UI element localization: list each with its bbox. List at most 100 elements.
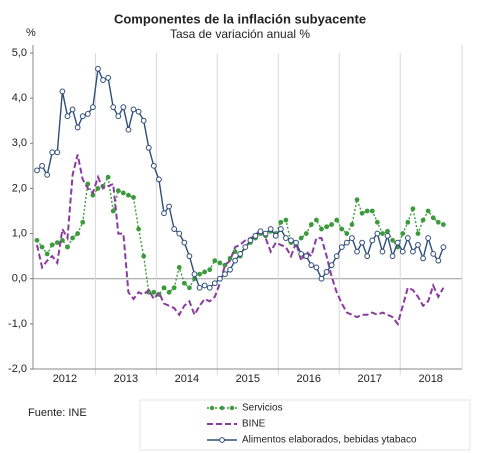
y-tick-label: 1,0 <box>12 227 27 239</box>
y-tick-label: 4,0 <box>12 92 27 104</box>
point <box>90 192 96 198</box>
point <box>120 190 126 196</box>
point <box>293 239 299 246</box>
point <box>136 226 142 232</box>
series-line <box>36 154 445 327</box>
point <box>201 282 208 289</box>
point <box>400 231 406 236</box>
point <box>191 271 198 278</box>
point <box>425 208 431 214</box>
point <box>415 231 421 236</box>
point <box>54 240 60 246</box>
point <box>364 253 371 260</box>
point <box>171 285 177 291</box>
point <box>404 235 411 241</box>
point <box>207 267 213 273</box>
point <box>140 117 147 124</box>
y-tick-label: 5,0 <box>12 47 27 59</box>
point <box>89 104 96 111</box>
x-tick-label: 2017 <box>357 373 381 385</box>
legend-box <box>139 399 471 451</box>
point <box>100 77 106 83</box>
point <box>135 108 142 115</box>
point <box>283 217 289 223</box>
point <box>334 217 340 223</box>
x-tick-label: 2016 <box>297 373 321 385</box>
point <box>161 210 167 217</box>
point <box>222 271 228 278</box>
point <box>278 219 284 225</box>
point <box>440 244 447 251</box>
point <box>303 253 310 260</box>
point <box>151 289 157 295</box>
point <box>389 253 396 260</box>
point <box>339 226 345 232</box>
point <box>364 208 370 214</box>
point <box>344 231 350 236</box>
point <box>369 237 376 244</box>
chart-subtitle: Tasa de variación anual % <box>170 27 310 41</box>
point <box>379 248 386 255</box>
point <box>384 232 391 239</box>
y-tick-label: 2,0 <box>12 182 27 194</box>
point <box>125 126 132 133</box>
point <box>303 231 309 236</box>
point <box>277 226 284 232</box>
point <box>211 280 218 287</box>
point <box>430 250 437 257</box>
point <box>430 215 436 221</box>
point <box>49 149 56 156</box>
legend-label: Alimentos elaborados, bebidas ytabaco <box>242 435 417 446</box>
legend-marker <box>219 405 225 411</box>
point <box>110 208 116 214</box>
legend-marker <box>219 437 225 443</box>
x-tick-label: 2015 <box>236 373 260 385</box>
y-tick-label: 3,0 <box>12 137 27 149</box>
point <box>267 226 274 232</box>
legend-marker <box>209 405 215 411</box>
point <box>308 262 315 269</box>
point <box>44 171 51 178</box>
point <box>252 232 259 239</box>
point <box>171 226 178 232</box>
point <box>415 241 421 248</box>
point <box>34 237 40 243</box>
point <box>354 248 360 255</box>
point <box>74 124 81 131</box>
point <box>105 174 111 180</box>
point <box>69 106 76 113</box>
point <box>197 271 202 277</box>
point <box>39 162 45 169</box>
point <box>84 111 91 117</box>
point <box>435 257 442 264</box>
point <box>49 242 55 248</box>
point <box>181 280 187 286</box>
point <box>130 106 137 113</box>
point <box>343 239 350 246</box>
point <box>186 253 193 260</box>
point <box>217 260 223 266</box>
point <box>34 167 40 174</box>
point <box>390 237 395 243</box>
point <box>308 222 314 227</box>
point <box>374 230 381 237</box>
point <box>298 250 305 257</box>
point <box>323 269 330 275</box>
series-line <box>36 174 444 296</box>
point <box>115 113 122 120</box>
point <box>64 113 71 120</box>
point <box>369 208 375 214</box>
point <box>298 235 304 241</box>
point <box>328 262 335 269</box>
point <box>435 219 441 225</box>
point <box>425 235 432 241</box>
point <box>150 162 157 169</box>
point <box>283 235 289 241</box>
point <box>410 206 416 212</box>
point <box>359 210 365 216</box>
point <box>145 144 152 151</box>
point <box>420 255 426 262</box>
point <box>399 248 406 255</box>
point <box>80 219 86 225</box>
point <box>166 289 172 295</box>
